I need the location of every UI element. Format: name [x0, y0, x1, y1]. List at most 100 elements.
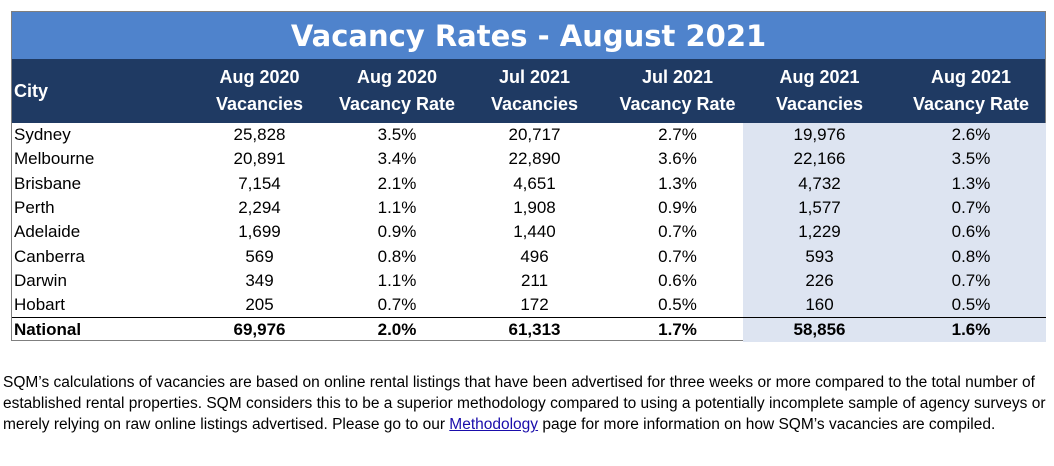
header-aug-2021-vacancies: Aug 2021 Vacancies — [743, 59, 896, 123]
header-line: Jul 2021 — [498, 67, 571, 87]
table-row: Brisbane 7,154 2.1% 4,651 1.3% 4,732 1.3% — [12, 172, 1046, 196]
table-row: Sydney 25,828 3.5% 20,717 2.7% 19,976 2.6% — [12, 123, 1046, 147]
cell-aug-2021-rate: 2.6% — [951, 125, 991, 144]
cell-aug-2021-rate: 0.7% — [951, 197, 991, 217]
cell-jul-2021-vacancies: 1,440 — [513, 222, 556, 242]
header-line: Vacancy Rate — [912, 94, 1030, 114]
header-line: Aug 2021 — [930, 67, 1012, 87]
header-line: Jul 2021 — [641, 67, 714, 87]
header-line: Vacancy Rate — [619, 94, 736, 114]
cell-jul-2021-rate: 0.6% — [658, 270, 697, 290]
cell-jul-2021-vacancies: 1,908 — [513, 197, 556, 217]
table-row: Hobart 205 0.7% 172 0.5% 160 0.5% — [12, 293, 1046, 317]
cell-aug-2021-vacancies: 4,732 — [798, 173, 841, 193]
cell-city: Brisbane — [14, 173, 82, 193]
header-line: Vacancies — [490, 94, 579, 114]
national-row: National 69,976 2.0% 61,313 1.7% 58,856 1.6% — [12, 317, 1046, 342]
header-aug-2020-vacancies: Aug 2020 Vacancies — [182, 59, 337, 123]
header-line: Aug 2021 — [779, 67, 860, 87]
cell-aug-2021-vacancies: 58,856 — [793, 320, 846, 340]
header-line: Vacancy Rate — [338, 94, 456, 114]
cell-aug-2020-vacancies: 7,154 — [238, 173, 281, 193]
header-city: City — [12, 59, 182, 123]
header-line: Vacancies — [775, 94, 864, 114]
cell-aug-2020-vacancies: 20,891 — [233, 149, 286, 169]
aug-2021-highlight — [743, 123, 1046, 342]
cell-aug-2020-vacancies: 349 — [245, 270, 274, 290]
cell-aug-2020-rate: 0.7% — [377, 295, 417, 315]
table-row: Adelaide 1,699 0.9% 1,440 0.7% 1,229 0.6% — [12, 220, 1046, 244]
cell-aug-2021-rate: 0.5% — [951, 295, 991, 315]
table-row: Darwin 349 1.1% 211 0.6% 226 0.7% — [12, 269, 1046, 293]
cell-aug-2021-vacancies: 19,976 — [793, 125, 846, 144]
cell-aug-2021-rate: 0.8% — [951, 246, 991, 266]
table-row: Melbourne 20,891 3.4% 22,890 3.6% 22,166 3.5% — [12, 147, 1046, 171]
cell-aug-2021-vacancies: 226 — [805, 270, 834, 290]
cell-jul-2021-vacancies: 496 — [520, 246, 549, 266]
cell-jul-2021-rate: 0.5% — [658, 295, 697, 315]
table-header-row: City Aug 2020 Vacancies Aug 2020 Vacancy Rat… — [12, 59, 1045, 123]
cell-aug-2020-rate: 2.0% — [377, 320, 417, 340]
cell-jul-2021-vacancies: 22,890 — [508, 149, 561, 169]
cell-aug-2020-vacancies: 69,976 — [233, 320, 286, 340]
cell-jul-2021-rate: 0.7% — [658, 222, 697, 242]
cell-aug-2021-rate: 1.6% — [951, 320, 991, 340]
cell-city: Perth — [14, 197, 55, 217]
cell-aug-2020-vacancies: 1,699 — [238, 222, 281, 242]
cell-aug-2020-vacancies: 2,294 — [238, 197, 281, 217]
cell-jul-2021-vacancies: 172 — [520, 295, 549, 315]
cell-jul-2021-rate: 1.7% — [658, 320, 697, 340]
header-line: Aug 2020 — [219, 67, 300, 87]
cell-aug-2020-rate: 0.8% — [377, 246, 417, 266]
header-jul-2021-vacancies: Jul 2021 Vacancies — [457, 59, 612, 123]
cell-aug-2020-rate: 3.5% — [377, 125, 417, 144]
cell-aug-2021-rate: 0.6% — [951, 222, 991, 242]
cell-city: Darwin — [14, 270, 67, 290]
cell-city: Canberra — [14, 246, 85, 266]
header-aug-2020-rate: Aug 2020 Vacancy Rate — [337, 59, 457, 123]
note-text-start: SQM’s calculations of vacancies are base… — [3, 374, 1046, 433]
cell-jul-2021-rate: 3.6% — [658, 149, 697, 169]
table-body: Sydney 25,828 3.5% 20,717 2.7% 19,976 2.6% Melb… — [12, 123, 1046, 342]
cell-aug-2021-rate: 0.7% — [951, 270, 991, 290]
cell-aug-2021-vacancies: 160 — [805, 295, 834, 315]
table-title: Vacancy Rates - August 2021 — [12, 12, 1045, 59]
cell-aug-2020-rate: 1.1% — [377, 270, 417, 290]
cell-jul-2021-vacancies: 20,717 — [508, 125, 561, 144]
cell-aug-2020-rate: 3.4% — [377, 149, 417, 169]
cell-city: Sydney — [14, 125, 71, 144]
cell-aug-2020-rate: 0.9% — [377, 222, 417, 242]
cell-jul-2021-rate: 0.7% — [658, 246, 697, 266]
cell-city: Adelaide — [14, 222, 81, 242]
cell-aug-2020-vacancies: 205 — [245, 295, 274, 315]
header-jul-2021-rate: Jul 2021 Vacancy Rate — [612, 59, 743, 123]
cell-aug-2020-rate: 2.1% — [377, 173, 417, 193]
vacancy-table: Vacancy Rates - August 2021 City Aug 2020… — [11, 11, 1046, 342]
cell-jul-2021-rate: 1.3% — [658, 173, 697, 193]
cell-city: Melbourne — [14, 149, 95, 169]
cell-aug-2021-vacancies: 1,577 — [798, 197, 841, 217]
cell-aug-2020-vacancies: 25,828 — [233, 125, 286, 144]
cell-jul-2021-vacancies: 211 — [520, 270, 549, 290]
cell-jul-2021-vacancies: 4,651 — [513, 173, 556, 193]
cell-jul-2021-rate: 2.7% — [658, 125, 697, 144]
cell-aug-2021-vacancies: 22,166 — [793, 149, 846, 169]
header-aug-2021-rate: Aug 2021 Vacancy Rate — [896, 59, 1046, 123]
cell-aug-2020-vacancies: 569 — [245, 246, 274, 266]
cell-aug-2020-rate: 1.1% — [377, 197, 417, 217]
header-line: City — [14, 80, 49, 101]
methodology-link[interactable]: Methodology — [449, 416, 539, 433]
cell-city: Hobart — [14, 295, 66, 315]
note-text-end: page for more information on how SQM’s v… — [538, 416, 996, 433]
cell-aug-2021-rate: 1.3% — [951, 173, 991, 193]
cell-aug-2021-rate: 3.5% — [951, 149, 991, 169]
table-row: Perth 2,294 1.1% 1,908 0.9% 1,577 0.7% — [12, 196, 1046, 220]
methodology-note: SQM’s calculations of vacancies are base… — [3, 372, 1051, 435]
header-line: Vacancies — [215, 94, 304, 114]
header-line: Aug 2020 — [356, 67, 438, 87]
table-row: Canberra 569 0.8% 496 0.7% 593 0.8% — [12, 245, 1046, 269]
cell-jul-2021-rate: 0.9% — [658, 197, 697, 217]
cell-city: National — [14, 320, 82, 340]
cell-jul-2021-vacancies: 61,313 — [508, 320, 561, 340]
cell-aug-2021-vacancies: 1,229 — [798, 222, 841, 242]
